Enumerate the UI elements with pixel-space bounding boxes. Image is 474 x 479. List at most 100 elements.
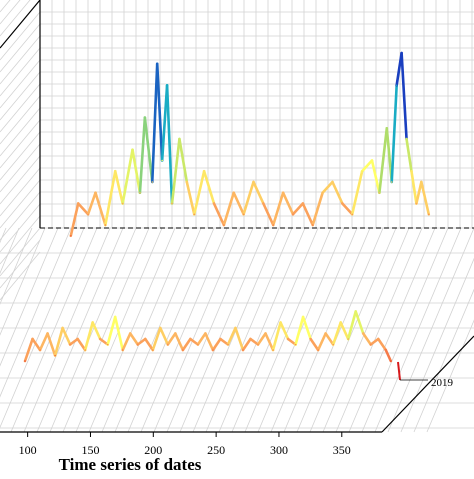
- data-point: [204, 332, 207, 335]
- data-point: [264, 332, 267, 335]
- grid-line: [283, 227, 371, 433]
- grid-line: [62, 227, 150, 433]
- grid-line: [0, 0, 11, 13]
- grid-line: [413, 288, 474, 433]
- series-segment: [160, 83, 169, 162]
- series-segment: [311, 191, 324, 227]
- data-point: [61, 327, 64, 329]
- series-segment: [31, 337, 42, 352]
- grid-line: [0, 239, 41, 289]
- grid-line: [322, 227, 410, 433]
- data-point: [415, 202, 418, 205]
- x-tick-label: 150: [81, 443, 99, 457]
- data-point: [331, 181, 334, 183]
- grid-line: [0, 143, 41, 193]
- grid-line: [179, 227, 267, 433]
- data-point: [292, 213, 294, 216]
- series-segment: [271, 321, 282, 352]
- data-point: [324, 332, 327, 335]
- x-tick-label: 250: [207, 443, 225, 457]
- series-segment: [98, 337, 110, 346]
- series-segment: [369, 337, 380, 346]
- data-point: [420, 181, 423, 183]
- grid-line: [0, 95, 41, 145]
- series-segment: [113, 169, 124, 205]
- grid-line: [0, 0, 21, 25]
- data-point: [193, 213, 196, 216]
- data-point: [371, 159, 373, 162]
- axes-box: [0, 0, 474, 433]
- grid-line: [114, 227, 202, 433]
- series-segment: [69, 202, 80, 238]
- grid-line: [0, 47, 41, 97]
- series-segment: [294, 315, 305, 346]
- grid-line: [0, 23, 41, 73]
- data-point: [99, 338, 101, 340]
- data-point: [385, 127, 388, 130]
- series-segment: [83, 321, 94, 352]
- series-segment: [136, 337, 147, 346]
- data-point: [39, 349, 41, 351]
- grid-line: [0, 131, 41, 181]
- data-point: [339, 321, 342, 324]
- data-point: [171, 202, 173, 205]
- grid-line: [0, 35, 41, 85]
- data-point: [377, 338, 380, 340]
- grid-line: [335, 227, 423, 433]
- series-segment: [23, 337, 34, 363]
- grid-line: [0, 0, 31, 37]
- grid-line: [0, 227, 33, 305]
- data-point: [384, 349, 387, 351]
- series-segment: [291, 202, 305, 216]
- grid-line: [127, 227, 215, 433]
- grid-line: [0, 227, 85, 429]
- data-point: [182, 349, 184, 351]
- series-segment: [222, 191, 236, 227]
- series-layer: [23, 51, 431, 381]
- series-segment: [226, 326, 237, 346]
- series-segment: [390, 83, 398, 184]
- grid-line: [0, 167, 41, 217]
- data-point: [24, 360, 26, 362]
- series-segment: [46, 332, 57, 357]
- series-segment: [166, 332, 177, 346]
- data-point: [311, 224, 314, 226]
- grid-line: [166, 227, 254, 433]
- data-point: [197, 343, 199, 346]
- data-point: [203, 170, 205, 173]
- series-segment: [212, 202, 226, 227]
- series-segment: [384, 348, 393, 363]
- grid-line: [0, 179, 41, 229]
- data-point: [405, 138, 408, 140]
- data-point: [294, 343, 297, 346]
- data-point: [317, 349, 319, 351]
- series-segment: [301, 315, 312, 341]
- series-segment: [104, 169, 117, 227]
- grid-line: [374, 227, 462, 433]
- series-segment: [106, 315, 117, 346]
- data-point: [272, 349, 274, 351]
- series-segment: [196, 332, 207, 346]
- data-point: [321, 191, 324, 194]
- data-point: [302, 316, 304, 318]
- grid-line: [88, 227, 176, 433]
- data-point: [213, 202, 215, 205]
- data-point: [144, 338, 147, 340]
- data-point: [166, 84, 168, 87]
- grid-line: [10, 227, 98, 433]
- series-segment: [159, 326, 170, 346]
- grid-layer: [0, 0, 474, 433]
- data-point: [186, 181, 188, 183]
- data-point: [151, 181, 154, 183]
- data-point: [114, 316, 117, 318]
- grid-line: [231, 227, 319, 433]
- data-point: [159, 327, 162, 329]
- data-point: [189, 338, 192, 340]
- grid-line: [0, 227, 72, 398]
- series-line: [23, 310, 393, 363]
- data-point: [54, 354, 56, 357]
- series-segment: [113, 315, 125, 352]
- data-point: [262, 202, 265, 205]
- series-segment: [143, 337, 155, 352]
- data-point: [249, 338, 252, 340]
